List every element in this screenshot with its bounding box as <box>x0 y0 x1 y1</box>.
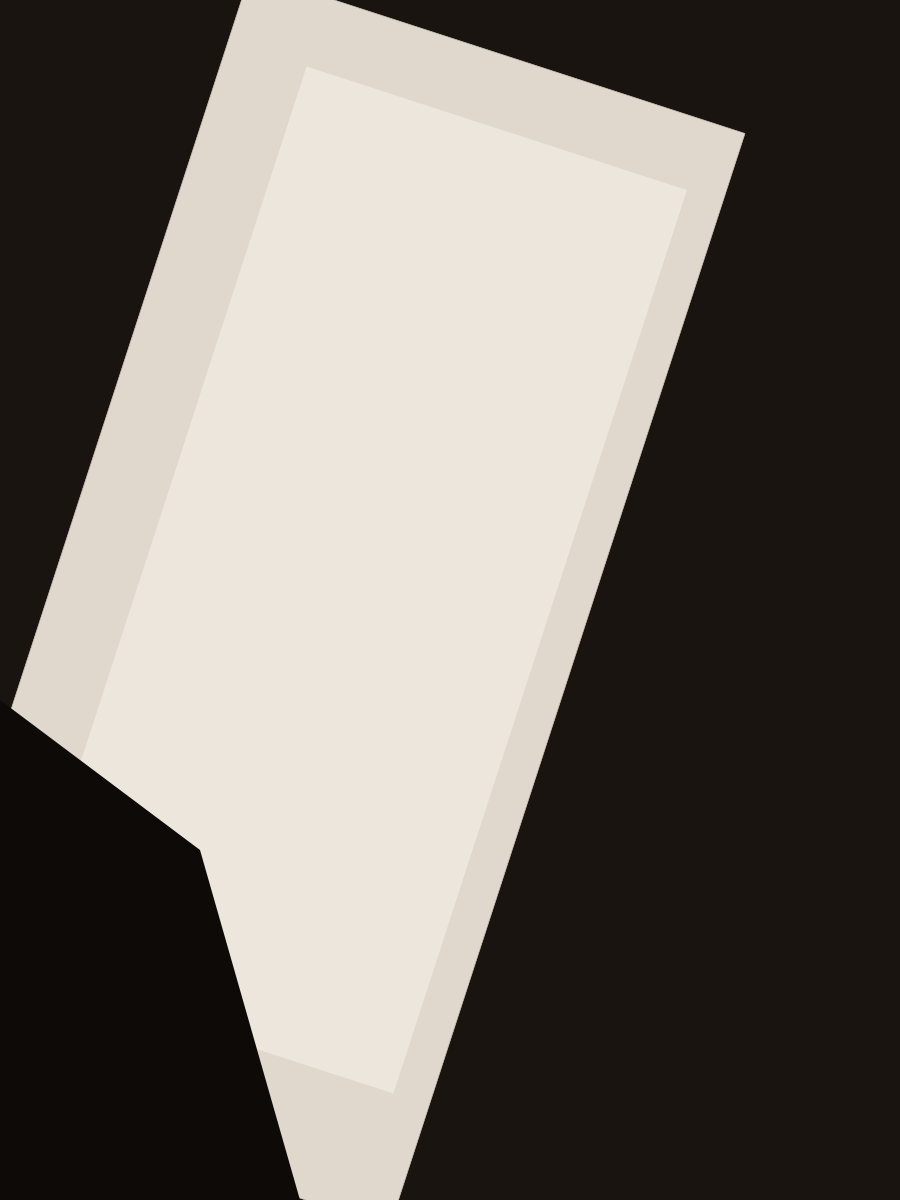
Text: O: O <box>271 288 279 301</box>
Text: O: O <box>271 241 279 256</box>
Text: -O-P=O: -O-P=O <box>189 358 255 374</box>
Text: |: | <box>255 380 266 398</box>
Text: (CH₂)₇CH=CH(CH₂)₇CH₃: (CH₂)₇CH=CH(CH₂)₇CH₃ <box>282 264 500 282</box>
Text: (CH₂)₁₆CH₃: (CH₂)₁₆CH₃ <box>282 310 391 328</box>
Text: a.  glycerophospholipid.: a. glycerophospholipid. <box>182 451 443 469</box>
Text: =O: =O <box>238 217 259 235</box>
Text: The component of a cell membrane shown below is a: The component of a cell membrane shown b… <box>269 175 802 193</box>
Text: e.  fatty acid.: e. fatty acid. <box>182 682 345 701</box>
Polygon shape <box>13 66 687 1093</box>
Text: |: | <box>236 384 247 402</box>
Text: -O-: -O- <box>238 264 270 282</box>
Text: ⁺N(CH₃)₃: ⁺N(CH₃)₃ <box>250 494 337 512</box>
Text: \: \ <box>255 431 267 451</box>
Text: b.  glycosphingolipid.: b. glycosphingolipid. <box>182 509 421 527</box>
Text: 22.: 22. <box>230 175 263 193</box>
Polygon shape <box>0 700 300 1200</box>
Text: -O⁻: -O⁻ <box>218 408 250 426</box>
Text: -O-: -O- <box>243 401 276 419</box>
Text: c.  sphingomyelin.: c. sphingomyelin. <box>182 566 377 584</box>
Text: C: C <box>270 264 281 282</box>
Text: -O-: -O- <box>238 310 270 328</box>
Text: /: / <box>269 461 283 481</box>
Text: C: C <box>270 310 281 328</box>
Text: d.  triacylglycerol.: d. triacylglycerol. <box>182 624 399 642</box>
Polygon shape <box>0 0 745 1200</box>
